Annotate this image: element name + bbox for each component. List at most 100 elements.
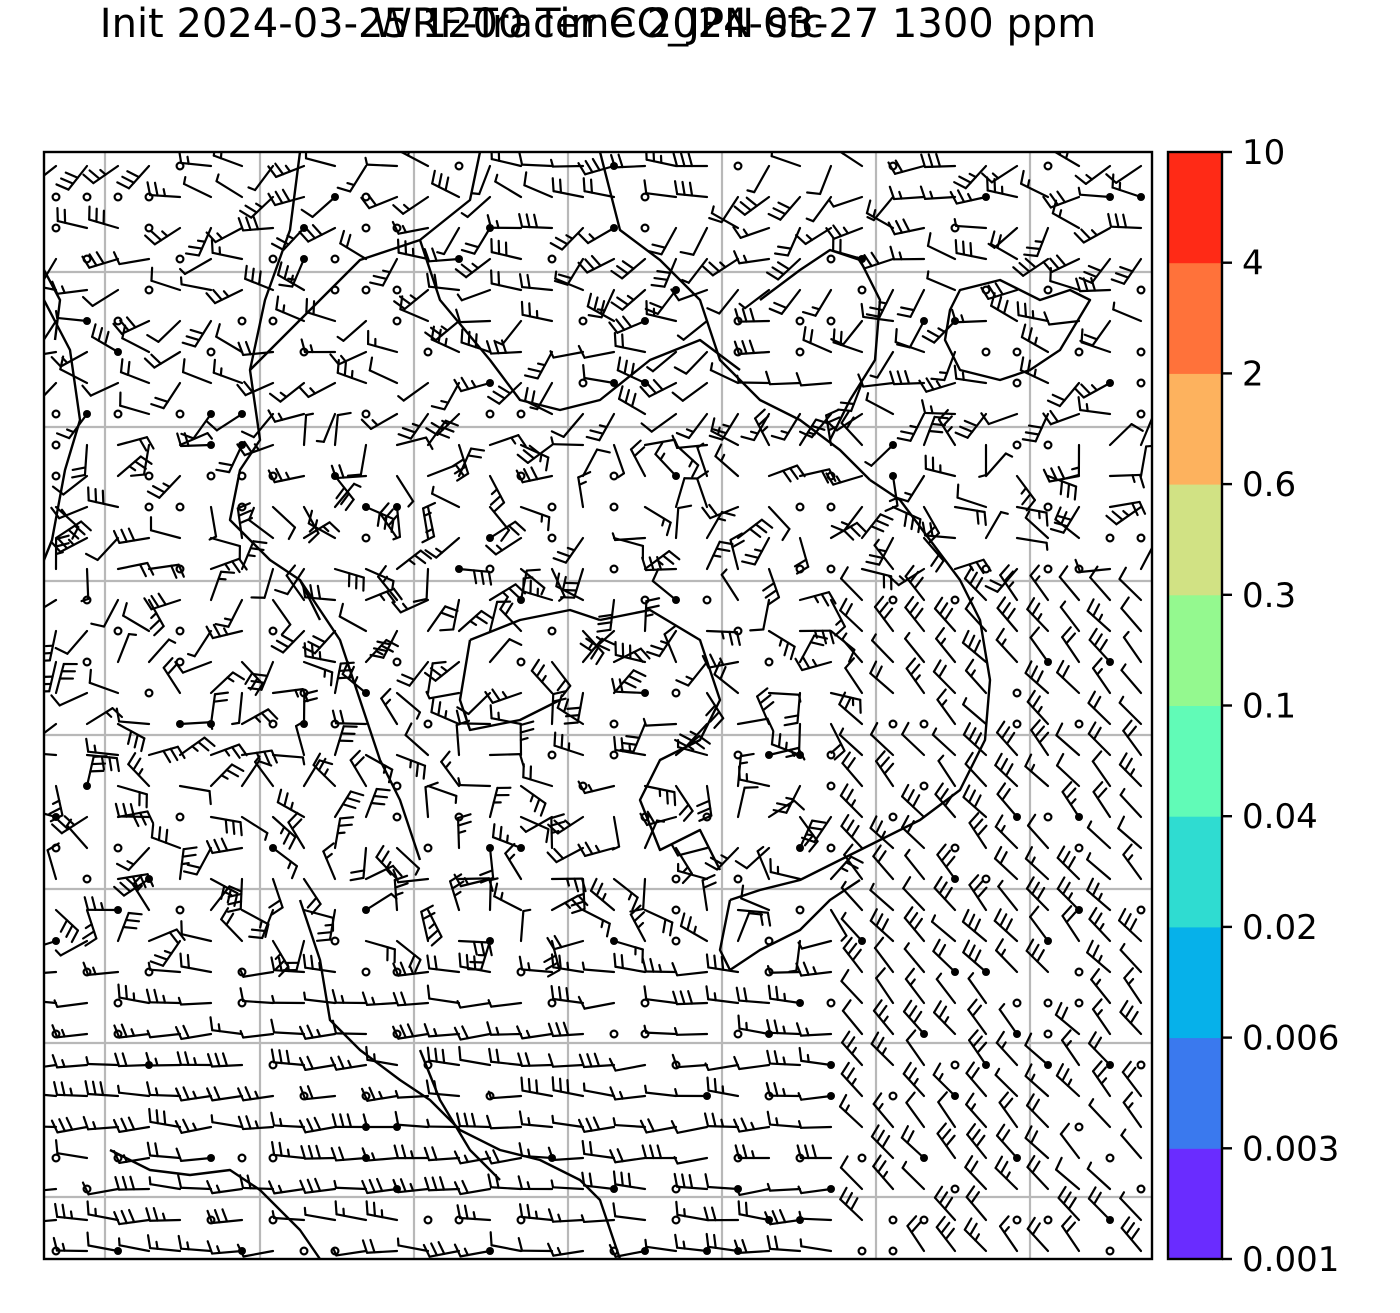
wind-barb [964, 751, 988, 788]
wind-barb [608, 1243, 649, 1258]
wind-barb [393, 1144, 430, 1160]
wind-barb [736, 374, 771, 385]
wind-barb [209, 671, 246, 695]
wind-barb [267, 409, 306, 423]
wind-barb [872, 844, 895, 881]
wind-barb [1024, 660, 1050, 695]
wind-barb [610, 288, 647, 311]
wind-barb [454, 257, 492, 279]
wind-barb [735, 986, 771, 1005]
wind-barb [841, 751, 864, 788]
wind-barb [547, 1146, 585, 1162]
wind-barb [456, 1204, 492, 1222]
calm-wind-marker [950, 1184, 960, 1194]
wind-barb [1015, 536, 1049, 551]
wind-barb [1120, 596, 1143, 633]
wind-barb [825, 224, 864, 240]
wind-barb [267, 162, 306, 179]
wind-barb [902, 876, 926, 912]
coastline-china-east [44, 299, 82, 561]
calm-wind-marker [1043, 502, 1053, 512]
wind-barb [673, 1172, 709, 1191]
calm-wind-marker [609, 564, 619, 574]
wind-barb [1043, 311, 1081, 326]
calm-wind-marker [423, 719, 433, 729]
wind-barb [116, 164, 151, 190]
wind-barb [209, 815, 243, 837]
wind-barb [1055, 1156, 1081, 1191]
wind-barb [995, 627, 1019, 664]
wind-barb [237, 340, 275, 357]
wind-barb [361, 991, 399, 1006]
wind-barb [112, 1149, 151, 1165]
calm-wind-marker [299, 1091, 309, 1101]
wind-barb [207, 691, 229, 728]
wind-barb [426, 984, 461, 1005]
wind-barb [1025, 938, 1050, 974]
wind-barb [933, 875, 957, 912]
wind-barb [935, 627, 957, 664]
wind-barb [1055, 1063, 1081, 1098]
calm-wind-marker [764, 657, 774, 667]
wind-barb [612, 877, 639, 911]
wind-barb [214, 598, 244, 628]
wind-barb [240, 908, 270, 938]
wind-barb [1061, 1215, 1081, 1253]
wind-barb [206, 1208, 244, 1225]
wind-barb [1015, 505, 1049, 527]
wind-barb [425, 1079, 461, 1098]
wind-barb [119, 358, 151, 385]
wind-barb [953, 217, 988, 230]
wind-barb [147, 563, 185, 579]
wind-barb [984, 510, 1009, 540]
wind-barb [1086, 598, 1112, 633]
calm-wind-marker [826, 781, 836, 791]
wind-barb [864, 441, 897, 467]
wind-barb [488, 786, 512, 819]
wind-barb [1117, 907, 1143, 943]
wind-barb [546, 934, 585, 951]
wind-barb [484, 688, 523, 704]
wind-barb [679, 226, 709, 256]
wind-barb [54, 520, 92, 540]
wind-barb [240, 760, 273, 788]
colorbar-tick-label: 0.3 [1242, 576, 1296, 616]
wind-barb [44, 937, 60, 946]
wind-barb [333, 816, 355, 850]
wind-barb [455, 308, 492, 324]
wind-barb [1086, 852, 1112, 881]
wind-barb [770, 412, 802, 441]
wind-barb [146, 1081, 182, 1098]
wind-barb [91, 323, 122, 356]
wind-barb [654, 442, 680, 480]
wind-barb [798, 418, 830, 447]
wind-barb [51, 815, 89, 835]
wind-barb [901, 814, 926, 850]
colorbar-tick-label: 0.006 [1242, 1019, 1339, 1059]
wind-barb [183, 846, 213, 876]
wind-barb [978, 443, 988, 478]
wind-barb [178, 257, 213, 276]
wind-barb [236, 380, 275, 397]
wind-barb [549, 158, 585, 168]
wind-barb [708, 412, 740, 441]
wind-barb [206, 1180, 244, 1195]
wind-barb [271, 505, 297, 541]
colorbar-segment [1168, 262, 1222, 374]
wind-barb [733, 1055, 771, 1071]
wind-barb [81, 1181, 120, 1196]
colorbar-tick-label: 0.6 [1242, 465, 1296, 505]
wind-barb [460, 328, 492, 354]
wind-barb [247, 506, 275, 540]
wind-barb [44, 1187, 58, 1192]
wind-barb [995, 720, 1019, 757]
wind-barb [708, 195, 740, 224]
wind-barb [1108, 500, 1147, 517]
wind-barb [869, 882, 895, 912]
wind-barb [1120, 663, 1143, 695]
wind-barb [1061, 905, 1081, 943]
wind-barb [901, 721, 926, 757]
wind-barb [341, 661, 370, 697]
wind-barb [147, 928, 186, 944]
calm-wind-marker [609, 719, 619, 729]
